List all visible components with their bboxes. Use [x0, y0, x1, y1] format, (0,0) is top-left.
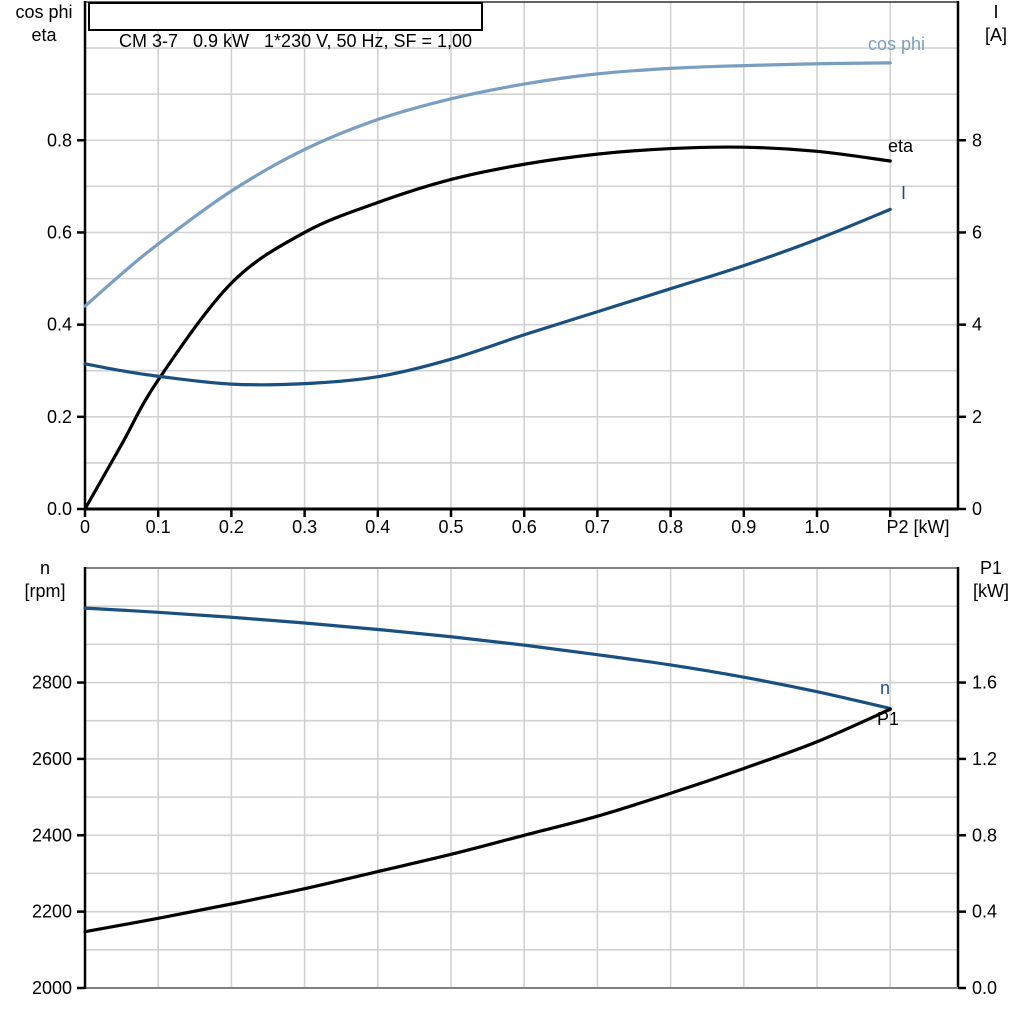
- right-y-tick-label: 2: [972, 407, 982, 427]
- x-tick-label: 0: [80, 517, 90, 537]
- right-y-tick-label: 0.4: [972, 902, 997, 922]
- curve-label-eta: eta: [888, 136, 914, 156]
- axis-label-cos-phi: cos phi: [15, 2, 73, 22]
- title-box: CM 3-7 0.9 kW 1*230 V, 50 Hz, SF = 1,00: [88, 2, 484, 51]
- x-tick-label: 0.8: [658, 517, 683, 537]
- axis-label-current-unit: [A]: [984, 25, 1007, 45]
- curve-eta: [83, 145, 892, 511]
- left-y-tick-label: 0.2: [47, 407, 72, 427]
- axis-label-input-power: P1: [979, 558, 1003, 578]
- left-y-tick-label: 0.0: [47, 499, 72, 519]
- curve-speed: [83, 606, 892, 711]
- curve-cos-phi: [83, 61, 892, 308]
- axis-label-eta: eta: [31, 25, 57, 45]
- curve-label-current: I: [901, 183, 907, 203]
- axis-label-speed-unit: [rpm]: [24, 581, 66, 601]
- curve-label-speed: n: [880, 678, 891, 698]
- right-y-tick-label: 4: [972, 315, 982, 335]
- right-y-tick-label: 0.0: [972, 978, 997, 998]
- right-y-tick-label: 1.6: [972, 673, 997, 693]
- right-y-tick-label: 6: [972, 222, 982, 242]
- right-y-tick-label: 8: [972, 130, 982, 150]
- curve-label-input-power: P1: [877, 709, 900, 729]
- axis-label-input-power-unit: [kW]: [973, 581, 1009, 601]
- curve-label-cos-phi: cos phi: [868, 34, 926, 54]
- x-tick-label: 0.7: [585, 517, 610, 537]
- left-y-tick-label: 0.6: [47, 222, 72, 242]
- curve-input-power: [83, 707, 892, 934]
- bottom-chart-right-axis-title: P1 [kW]: [962, 557, 1020, 603]
- x-tick-label: 1.0: [804, 517, 829, 537]
- x-tick-label: 0.2: [219, 517, 244, 537]
- x-axis-label: P2 [kW]: [887, 517, 950, 537]
- bottom-chart-left-axis-title: n [rpm]: [8, 557, 82, 603]
- left-y-tick-label: 2000: [32, 978, 72, 998]
- axis-label-speed: n: [39, 558, 50, 578]
- axis-label-current: I: [993, 2, 999, 22]
- x-tick-label: 0.3: [292, 517, 317, 537]
- curve-current: [83, 207, 892, 387]
- right-y-tick-label: 1.2: [972, 749, 997, 769]
- left-y-tick-label: 2400: [32, 825, 72, 845]
- left-y-tick-label: 2600: [32, 749, 72, 769]
- x-tick-label: 0.4: [365, 517, 390, 537]
- left-y-tick-label: 2200: [32, 902, 72, 922]
- x-tick-label: 0.5: [438, 517, 463, 537]
- left-y-tick-label: 0.8: [47, 130, 72, 150]
- left-y-tick-label: 2800: [32, 673, 72, 693]
- right-y-tick-label: 0: [972, 499, 982, 519]
- right-y-tick-label: 0.8: [972, 825, 997, 845]
- left-y-tick-label: 0.4: [47, 315, 72, 335]
- top-chart-right-axis-title: I [A]: [972, 1, 1020, 47]
- x-tick-label: 0.1: [146, 517, 171, 537]
- top-chart-left-axis-title: cos phi eta: [4, 1, 84, 47]
- title-text: CM 3-7 0.9 kW 1*230 V, 50 Hz, SF = 1,00: [119, 31, 473, 51]
- x-tick-label: 0.6: [512, 517, 537, 537]
- x-tick-label: 0.9: [731, 517, 756, 537]
